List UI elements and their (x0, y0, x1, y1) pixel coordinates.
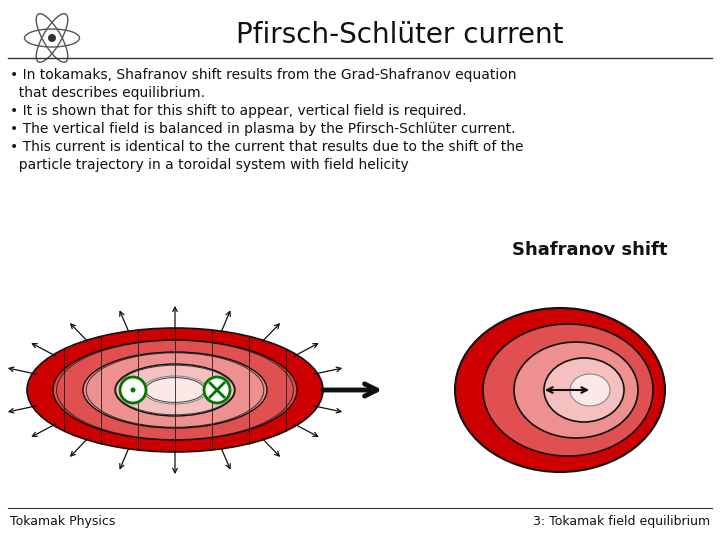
Ellipse shape (455, 308, 665, 472)
Ellipse shape (544, 358, 624, 422)
Text: • The vertical field is balanced in plasma by the Pfirsch-Schlüter current.: • The vertical field is balanced in plas… (10, 122, 516, 136)
Text: Pfirsch-Schlüter current: Pfirsch-Schlüter current (236, 21, 564, 49)
Text: Tokamak Physics: Tokamak Physics (10, 516, 115, 529)
Ellipse shape (53, 340, 297, 440)
Text: 3: Tokamak field equilibrium: 3: Tokamak field equilibrium (533, 516, 710, 529)
Circle shape (48, 34, 56, 42)
Ellipse shape (143, 376, 207, 404)
Circle shape (204, 377, 230, 403)
Text: Shafranov shift: Shafranov shift (512, 241, 667, 259)
Circle shape (120, 377, 146, 403)
Text: particle trajectory in a toroidal system with field helicity: particle trajectory in a toroidal system… (10, 158, 409, 172)
Ellipse shape (115, 364, 235, 416)
Ellipse shape (83, 352, 267, 428)
Circle shape (130, 388, 135, 393)
Ellipse shape (27, 328, 323, 452)
Ellipse shape (514, 342, 638, 438)
Ellipse shape (570, 374, 610, 406)
Ellipse shape (483, 324, 653, 456)
Text: • This current is identical to the current that results due to the shift of the: • This current is identical to the curre… (10, 140, 523, 154)
Text: • In tokamaks, Shafranov shift results from the Grad-Shafranov equation: • In tokamaks, Shafranov shift results f… (10, 68, 516, 82)
Text: that describes equilibrium.: that describes equilibrium. (10, 86, 205, 100)
Text: • It is shown that for this shift to appear, vertical field is required.: • It is shown that for this shift to app… (10, 104, 467, 118)
